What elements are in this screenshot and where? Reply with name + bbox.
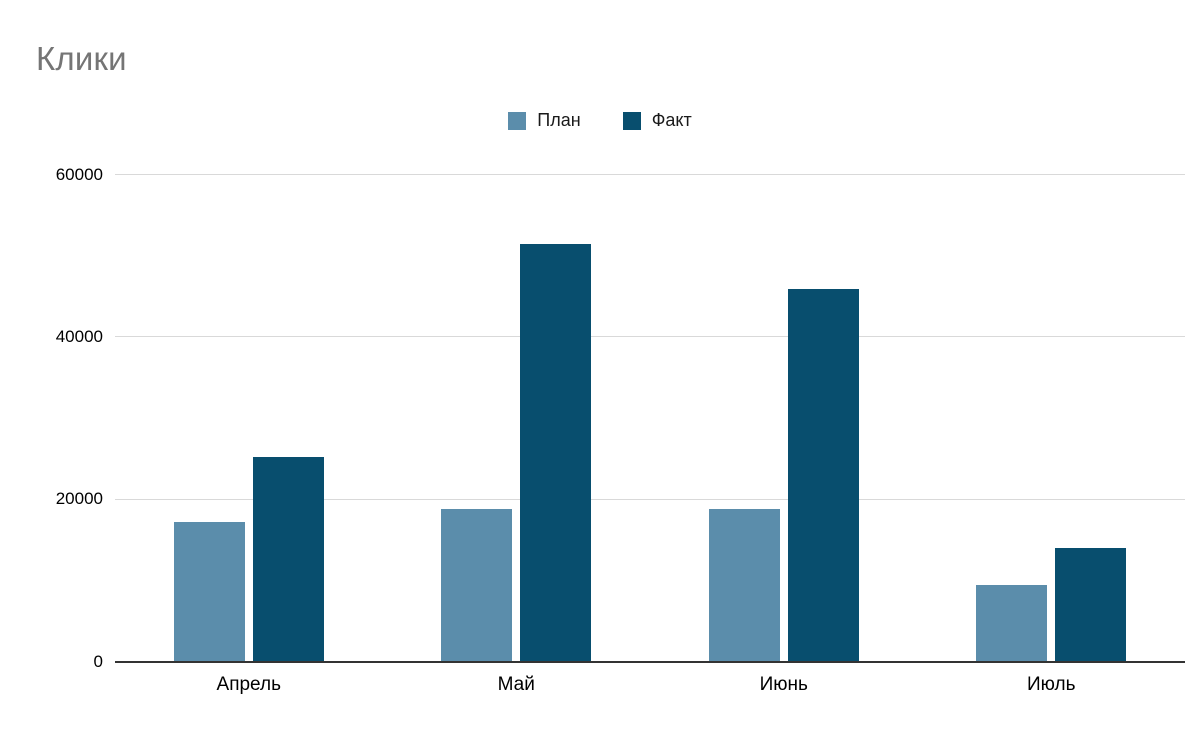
legend-item-1: План (508, 110, 581, 131)
bar-Факт-Июнь (787, 288, 859, 662)
chart-title: Клики (36, 40, 127, 77)
bar-group-Июль (918, 175, 1186, 662)
bar-План-Июнь (708, 509, 780, 662)
bar-Факт-Май (520, 244, 592, 662)
legend-label: План (537, 110, 581, 130)
gridline-20000: 20000 (56, 489, 1185, 508)
x-axis-label-Июнь: Июнь (759, 674, 808, 695)
legend-swatch-icon (622, 111, 641, 130)
bar-Факт-Июль (1055, 548, 1127, 662)
bar-План-Май (441, 509, 513, 662)
y-tick-label: 20000 (55, 489, 103, 509)
legend-swatch-icon (508, 111, 527, 130)
legend-label: Факт (651, 110, 692, 130)
gridline-60000: 60000 (56, 165, 1185, 184)
bar-group-Апрель (115, 175, 383, 662)
chart-legend: План Факт (0, 110, 1200, 131)
bar-group-Май (383, 175, 651, 662)
gridline-40000: 40000 (56, 327, 1185, 346)
bar-План-Апрель (173, 521, 245, 662)
bar-groups (115, 175, 1185, 662)
gridline-0: 0 (94, 652, 1185, 671)
legend-item-2: Факт (622, 110, 692, 131)
plot-area: 0 20000 40000 60000 (56, 165, 1185, 671)
x-axis-labels: Апрель Май Июнь Июль (115, 674, 1185, 696)
y-tick-label: 40000 (55, 326, 103, 346)
x-axis-label-Май: Май (497, 674, 535, 695)
x-axis-line (115, 661, 1185, 663)
x-axis-label-Апрель: Апрель (216, 674, 281, 695)
bar-План-Июль (976, 584, 1048, 662)
y-tick-label: 60000 (55, 164, 103, 184)
bar-group-Июнь (650, 175, 918, 662)
bar-Факт-Апрель (252, 456, 324, 662)
y-tick-label: 0 (93, 651, 103, 671)
x-axis-label-Июль: Июль (1027, 674, 1076, 695)
